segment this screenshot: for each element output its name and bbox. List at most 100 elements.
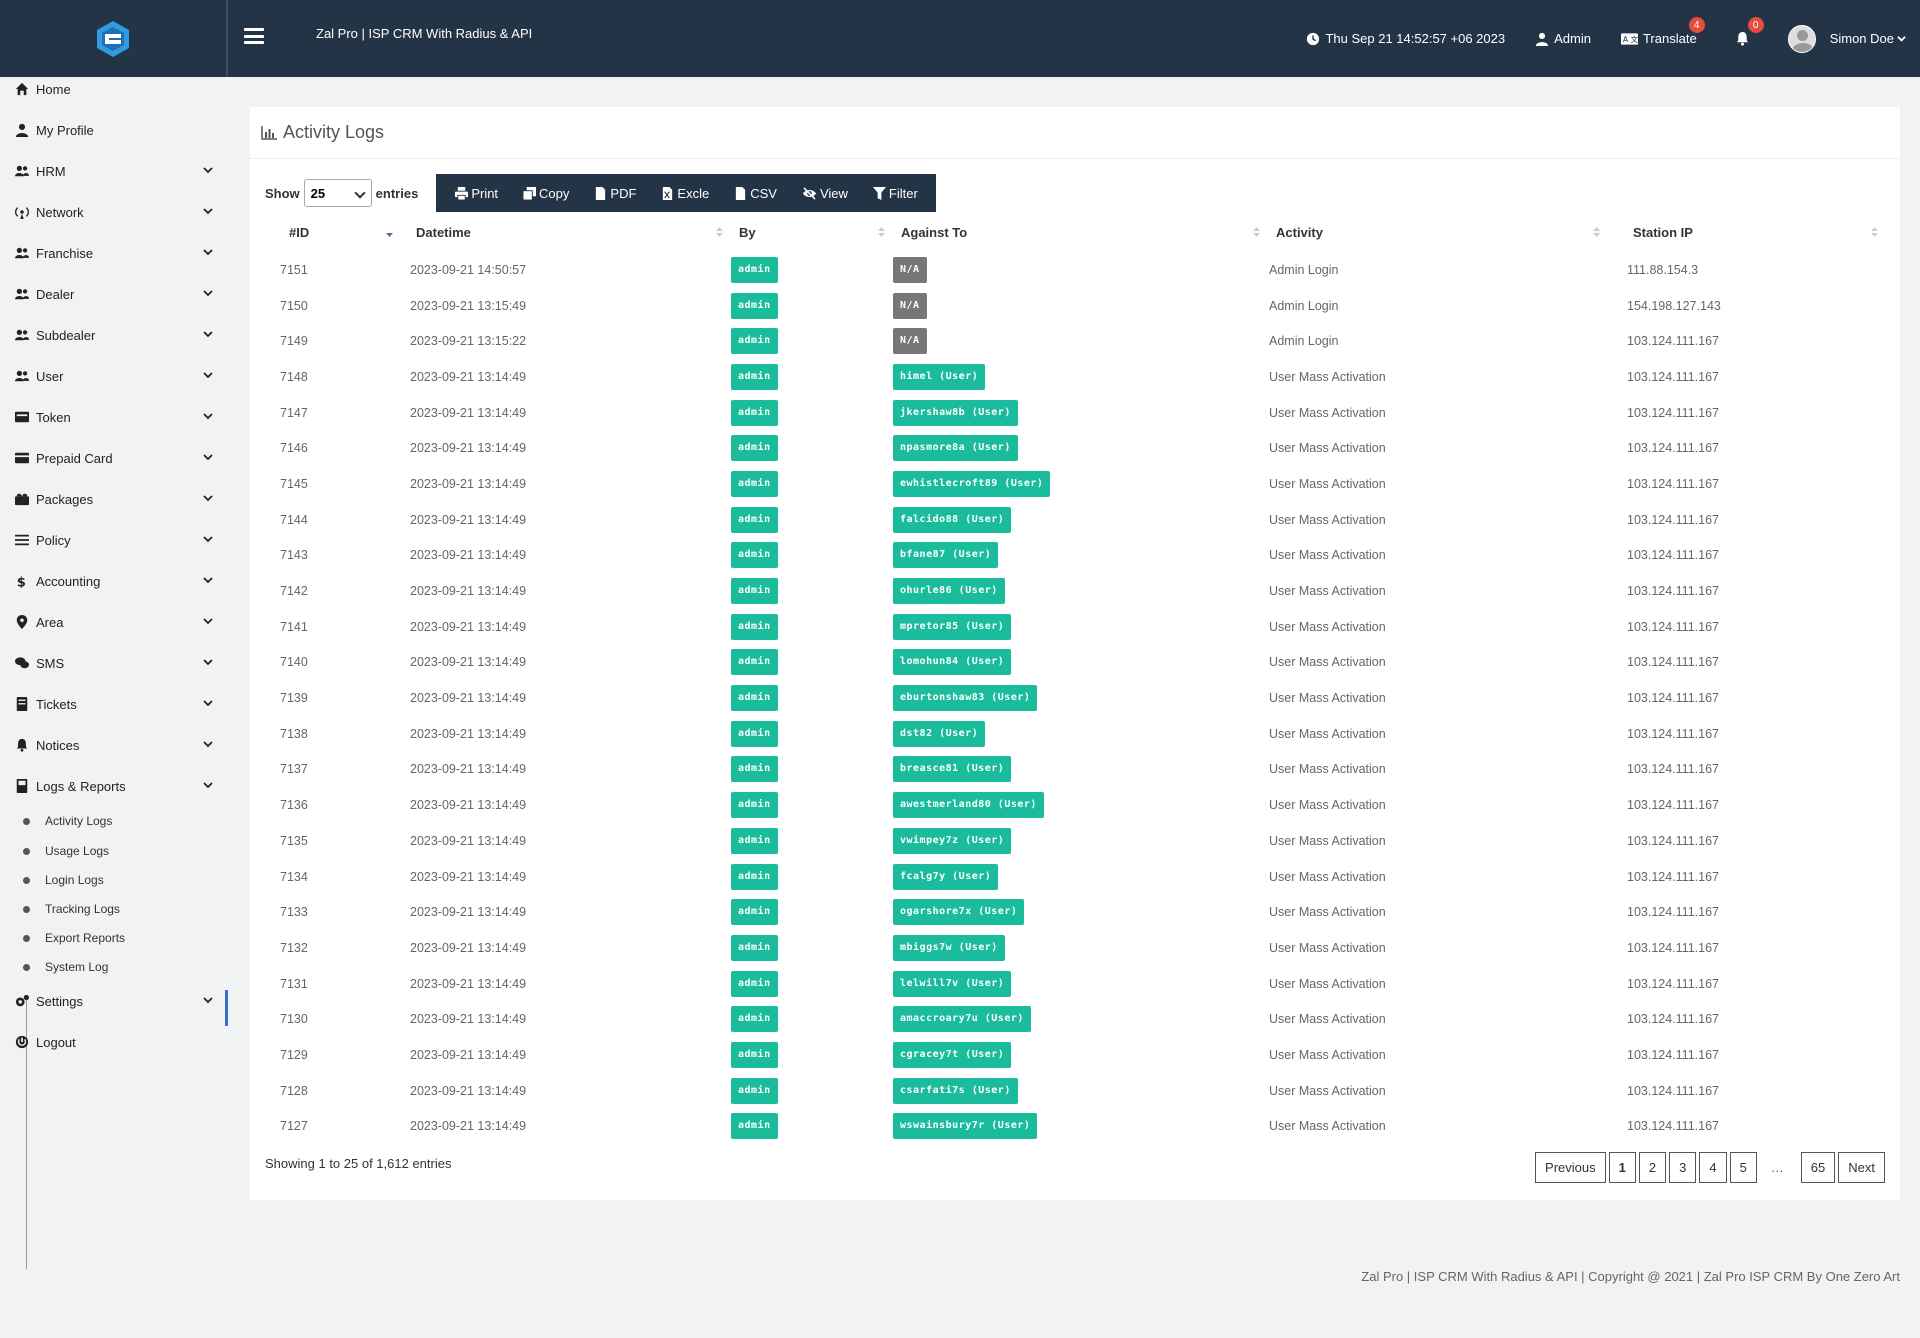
by-badge[interactable]: admin <box>731 970 778 997</box>
against-badge[interactable]: bfane87 (User) <box>893 542 999 569</box>
sidebar-item-my-profile[interactable]: My Profile <box>0 112 228 148</box>
against-badge[interactable]: lelwill7v (User) <box>893 970 1012 997</box>
submenu-item-tracking-logs[interactable]: Tracking Logs <box>0 897 228 921</box>
by-badge[interactable]: admin <box>731 827 778 854</box>
logo[interactable] <box>0 0 228 77</box>
against-badge[interactable]: himel (User) <box>893 363 986 390</box>
sidebar-item-accounting[interactable]: $ Accounting <box>0 563 228 599</box>
by-badge[interactable]: admin <box>731 1006 778 1033</box>
column-header-activity[interactable]: Activity <box>1268 212 1608 252</box>
sidebar-item-logs-reports[interactable]: Logs & Reports <box>0 768 228 804</box>
by-badge[interactable]: admin <box>731 720 778 747</box>
page-button-last[interactable]: 65 <box>1800 1152 1836 1183</box>
sidebar-item-policy[interactable]: Policy <box>0 522 228 558</box>
sidebar-item-area[interactable]: Area <box>0 604 228 640</box>
sidebar-item-user[interactable]: User <box>0 358 228 394</box>
by-badge[interactable]: admin <box>731 613 778 640</box>
against-badge[interactable]: vwimpey7z (User) <box>893 827 1012 854</box>
sidebar-item-settings[interactable]: Settings <box>0 983 228 1019</box>
by-badge[interactable]: admin <box>731 363 778 390</box>
sidebar-item-dealer[interactable]: Dealer <box>0 276 228 312</box>
next-page-button[interactable]: Next <box>1838 1152 1885 1183</box>
by-badge[interactable]: admin <box>731 1041 778 1068</box>
against-badge[interactable]: mbiggs7w (User) <box>893 934 1005 961</box>
by-badge[interactable]: admin <box>731 863 778 890</box>
pdf-button[interactable]: PDF <box>581 174 648 212</box>
by-badge[interactable]: admin <box>731 399 778 426</box>
page-button-4[interactable]: 4 <box>1699 1152 1727 1183</box>
by-badge[interactable]: admin <box>731 934 778 961</box>
by-badge[interactable]: admin <box>731 649 778 676</box>
by-badge[interactable]: admin <box>731 756 778 783</box>
against-badge[interactable]: awestmerland80 (User) <box>893 792 1044 819</box>
user-menu[interactable]: Simon Doe <box>1787 24 1906 53</box>
sidebar-item-notices[interactable]: Notices <box>0 727 228 763</box>
sidebar-item-network[interactable]: Network <box>0 194 228 230</box>
sidebar-item-home[interactable]: Home <box>0 71 228 107</box>
against-badge[interactable]: ewhistlecroft89 (User) <box>893 470 1051 497</box>
csv-button[interactable]: CSV <box>721 174 789 212</box>
against-badge[interactable]: dst82 (User) <box>893 720 986 747</box>
by-badge[interactable]: admin <box>731 292 778 319</box>
by-badge[interactable]: admin <box>731 506 778 533</box>
by-badge[interactable]: admin <box>731 256 778 283</box>
against-badge[interactable]: fcalg7y (User) <box>893 863 999 890</box>
sidebar-item-franchise[interactable]: Franchise <box>0 235 228 271</box>
sidebar-item-hrm[interactable]: HRM <box>0 153 228 189</box>
against-badge[interactable]: ohurle86 (User) <box>893 578 1005 605</box>
by-badge[interactable]: admin <box>731 899 778 926</box>
against-badge[interactable]: breasce81 (User) <box>893 756 1012 783</box>
against-badge[interactable]: lomohun84 (User) <box>893 649 1012 676</box>
sidebar-toggle-button[interactable] <box>244 28 264 44</box>
page-button-5[interactable]: 5 <box>1729 1152 1757 1183</box>
filter-button[interactable]: Filter <box>860 174 930 212</box>
against-badge[interactable]: falcido88 (User) <box>893 506 1012 533</box>
against-badge[interactable]: csarfati7s (User) <box>893 1077 1018 1104</box>
submenu-item-export-reports[interactable]: Export Reports <box>0 926 228 950</box>
excel-button[interactable]: Excle <box>648 174 721 212</box>
by-badge[interactable]: admin <box>731 792 778 819</box>
column-header-datetime[interactable]: Datetime <box>401 212 731 252</box>
against-badge[interactable]: eburtonshaw83 (User) <box>893 685 1038 712</box>
admin-link[interactable]: Admin <box>1535 31 1591 46</box>
column-header-by[interactable]: By <box>731 212 893 252</box>
against-badge[interactable]: jkershaw8b (User) <box>893 399 1018 426</box>
against-badge[interactable]: N/A <box>893 256 927 283</box>
by-badge[interactable]: admin <box>731 470 778 497</box>
submenu-item-usage-logs[interactable]: Usage Logs <box>0 839 228 863</box>
page-button-3[interactable]: 3 <box>1669 1152 1697 1183</box>
submenu-item-system-log[interactable]: System Log <box>0 955 228 979</box>
column-header-ip[interactable]: Station IP <box>1608 212 1886 252</box>
against-badge[interactable]: npasmore8a (User) <box>893 435 1018 462</box>
sidebar-item-logout[interactable]: Logout <box>0 1024 228 1060</box>
page-button-1[interactable]: 1 <box>1608 1152 1636 1183</box>
against-badge[interactable]: mpretor85 (User) <box>893 613 1012 640</box>
by-badge[interactable]: admin <box>731 328 778 355</box>
by-badge[interactable]: admin <box>731 685 778 712</box>
sidebar-item-sms[interactable]: SMS <box>0 645 228 681</box>
against-badge[interactable]: ogarshore7x (User) <box>893 899 1025 926</box>
sidebar-item-packages[interactable]: Packages <box>0 481 228 517</box>
sidebar-item-token[interactable]: Token <box>0 399 228 435</box>
against-badge[interactable]: N/A <box>893 292 927 319</box>
by-badge[interactable]: admin <box>731 435 778 462</box>
previous-page-button[interactable]: Previous <box>1535 1152 1606 1183</box>
by-badge[interactable]: admin <box>731 1113 778 1140</box>
sidebar-item-tickets[interactable]: Tickets <box>0 686 228 722</box>
entries-per-page-select[interactable]: 25 <box>303 179 372 207</box>
against-badge[interactable]: cgracey7t (User) <box>893 1041 1012 1068</box>
sidebar-item-prepaid-card[interactable]: Prepaid Card <box>0 440 228 476</box>
by-badge[interactable]: admin <box>731 578 778 605</box>
against-badge[interactable]: amaccroary7u (User) <box>893 1006 1031 1033</box>
by-badge[interactable]: admin <box>731 1077 778 1104</box>
by-badge[interactable]: admin <box>731 542 778 569</box>
notifications-button[interactable]: 0 <box>1735 17 1764 46</box>
column-header-id[interactable]: #ID <box>264 212 401 252</box>
submenu-item-login-logs[interactable]: Login Logs <box>0 868 228 892</box>
page-button-2[interactable]: 2 <box>1638 1152 1667 1183</box>
against-badge[interactable]: N/A <box>893 328 927 355</box>
column-header-against[interactable]: Against To <box>893 212 1268 252</box>
view-button[interactable]: View <box>789 174 860 212</box>
against-badge[interactable]: wswainsbury7r (User) <box>893 1113 1038 1140</box>
